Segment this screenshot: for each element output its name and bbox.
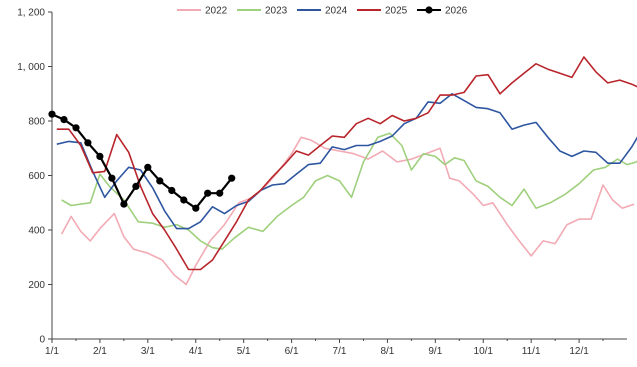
- x-tick-label: 3/1: [141, 346, 155, 357]
- legend-item-2025: 2025: [357, 6, 408, 17]
- series-2026-point: [192, 204, 200, 212]
- series-2026-point: [144, 163, 152, 171]
- legend-label: 2026: [445, 6, 468, 17]
- y-tick-label: 800: [28, 117, 45, 128]
- x-tick-label: 10/1: [474, 346, 494, 357]
- y-axis: 0 200 400 600 800 1, 000 1, 200: [17, 8, 53, 346]
- x-axis: 1/1 2/1 3/1 4/1 5/1 6/1 7/1 8/1 9/1 10/1 11/1 12/1: [45, 338, 627, 357]
- y-tick-label: 400: [28, 226, 45, 237]
- y-tick-label: 200: [28, 280, 45, 291]
- plot-area: [48, 56, 637, 286]
- legend-label: 2025: [385, 6, 408, 17]
- legend: 2022 2023 2024 2025 2026: [177, 6, 468, 17]
- legend-item-2026: 2026: [417, 6, 468, 17]
- series-2024: [56, 93, 637, 230]
- legend-item-2022: 2022: [177, 6, 228, 17]
- x-tick-label: 6/1: [285, 346, 299, 357]
- series-2026-point: [156, 177, 164, 185]
- x-tick-label: 8/1: [380, 346, 394, 357]
- series-2023: [61, 132, 637, 250]
- x-tick-label: 5/1: [237, 346, 251, 357]
- series-2026: [48, 110, 236, 212]
- series-2026-line: [51, 113, 233, 210]
- series-2022-line: [60, 136, 635, 286]
- series-2026-point: [120, 200, 128, 208]
- series-2024-line: [56, 93, 637, 230]
- series-2026-point: [228, 174, 236, 182]
- x-tick-label: 9/1: [428, 346, 442, 357]
- y-tick-label: 1, 000: [17, 62, 45, 73]
- x-tick-label: 4/1: [189, 346, 203, 357]
- series-2023-line: [61, 132, 637, 250]
- legend-label: 2022: [205, 6, 228, 17]
- series-2022: [60, 136, 635, 286]
- legend-item-2023: 2023: [237, 6, 288, 17]
- series-2026-point: [84, 139, 92, 147]
- x-tick-label: 12/1: [569, 346, 589, 357]
- series-2026-point: [216, 189, 224, 197]
- x-tick-label: 1/1: [45, 346, 59, 357]
- series-2025-line: [56, 56, 637, 271]
- series-2026-point: [132, 182, 140, 190]
- y-tick-label: 1, 200: [17, 8, 45, 19]
- series-2026-point: [60, 116, 68, 124]
- legend-item-2024: 2024: [297, 6, 348, 17]
- series-2026-point: [204, 189, 212, 197]
- series-2026-point: [48, 110, 56, 118]
- series-2026-point: [108, 174, 116, 182]
- x-tick-label: 7/1: [333, 346, 347, 357]
- legend-marker: [425, 6, 433, 14]
- y-tick-label: 0: [39, 335, 45, 346]
- x-tick-label: 11/1: [522, 346, 541, 357]
- x-tick-label: 2/1: [93, 346, 107, 357]
- legend-label: 2023: [265, 6, 288, 17]
- y-tick-label: 600: [28, 171, 45, 182]
- series-2025: [56, 56, 637, 271]
- legend-label: 2024: [325, 6, 348, 17]
- series-2026-point: [168, 186, 176, 195]
- series-2026-point: [72, 124, 80, 132]
- series-2026-point: [96, 152, 104, 160]
- series-2026-point: [180, 196, 188, 204]
